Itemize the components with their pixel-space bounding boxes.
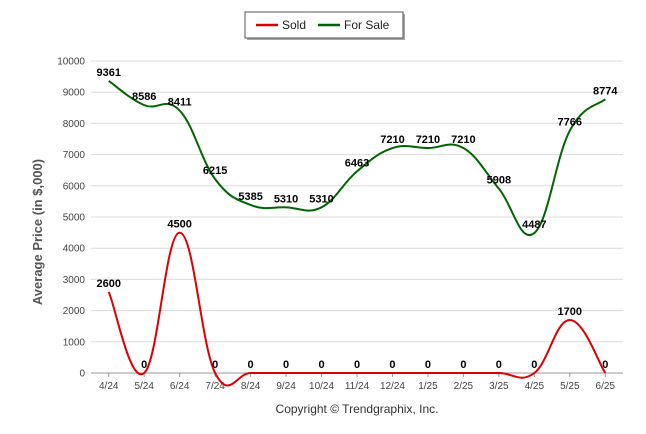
x-tick-label: 2/25 [454, 381, 474, 392]
y-tick-label: 2000 [63, 306, 86, 317]
legend-label: For Sale [344, 18, 390, 32]
y-tick-label: 3000 [63, 275, 86, 286]
data-label: 0 [248, 359, 254, 371]
data-label: 9361 [96, 67, 120, 79]
y-tick-label: 10000 [57, 57, 85, 68]
x-tick-label: 6/25 [596, 381, 616, 392]
data-label: 7210 [380, 134, 404, 146]
legend: Sold For Sale [244, 11, 405, 40]
data-label: 4500 [167, 219, 191, 231]
x-tick-label: 12/24 [380, 381, 405, 392]
x-tick-label: 9/24 [276, 381, 296, 392]
data-label: 7210 [416, 134, 440, 146]
data-label: 0 [318, 359, 324, 371]
data-labels: 2600 0 4500 0 0 0 0 0 0 0 0 0 0 1700 0 9361 8586 8411 6215… [96, 67, 618, 371]
x-tick-label: 3/25 [489, 381, 509, 392]
data-label: 6463 [345, 157, 369, 169]
data-label: 0 [354, 359, 360, 371]
data-label: 7210 [451, 134, 475, 146]
y-tick-label: 5000 [63, 213, 86, 224]
data-label: 0 [602, 359, 608, 371]
y-tick-label: 0 [79, 369, 85, 380]
data-label: 0 [389, 359, 395, 371]
x-tick-label: 1/25 [418, 381, 438, 392]
data-label: 5310 [309, 193, 333, 205]
data-label: 8774 [593, 85, 618, 97]
data-label: 6215 [203, 165, 227, 177]
data-label: 0 [141, 359, 147, 371]
data-label: 0 [531, 359, 537, 371]
data-label: 8586 [132, 91, 156, 103]
y-axis-ticks: 0 1000 2000 3000 4000 5000 6000 7000 8000 9000 100… [57, 57, 85, 380]
series-line-for-sale [108, 80, 606, 237]
data-label: 2600 [96, 278, 120, 290]
y-tick-label: 4000 [63, 244, 86, 255]
data-label: 5310 [274, 193, 298, 205]
x-tick-label: 4/24 [99, 381, 119, 392]
copyright-footer: Copyright © Trendgraphix, Inc. [276, 402, 439, 416]
legend-label: Sold [282, 18, 306, 32]
data-label: 5908 [487, 175, 511, 187]
data-label: 0 [496, 359, 502, 371]
data-label: 8411 [168, 97, 192, 109]
data-label: 0 [425, 359, 431, 371]
y-tick-label: 9000 [63, 88, 86, 99]
series-line-sold [107, 231, 607, 387]
x-tick-label: 6/24 [170, 381, 190, 392]
y-tick-label: 8000 [63, 119, 86, 130]
x-tick-label: 5/25 [560, 381, 580, 392]
y-axis-label: Average Price (in $,000) [30, 159, 45, 305]
y-tick-label: 1000 [63, 337, 86, 348]
data-label: 0 [212, 359, 218, 371]
x-tick-label: 11/24 [345, 381, 370, 392]
data-label: 1700 [558, 306, 582, 318]
data-label: 4487 [522, 219, 546, 231]
y-tick-label: 6000 [63, 181, 86, 192]
data-label: 5385 [238, 191, 262, 203]
grid-lines [91, 60, 623, 374]
y-tick-label: 7000 [63, 150, 86, 161]
x-tick-label: 8/24 [241, 381, 261, 392]
x-tick-label: 4/25 [525, 381, 545, 392]
x-axis-ticks: 4/24 5/24 6/24 7/24 8/24 9/24 10/24 11/24 12/24 1… [99, 373, 615, 392]
x-tick-label: 5/24 [134, 381, 154, 392]
data-label: 0 [283, 359, 289, 371]
series-lines [107, 80, 607, 387]
data-label: 0 [460, 359, 466, 371]
x-tick-label: 7/24 [205, 381, 225, 392]
x-tick-label: 10/24 [309, 381, 334, 392]
data-label: 7766 [558, 117, 582, 129]
